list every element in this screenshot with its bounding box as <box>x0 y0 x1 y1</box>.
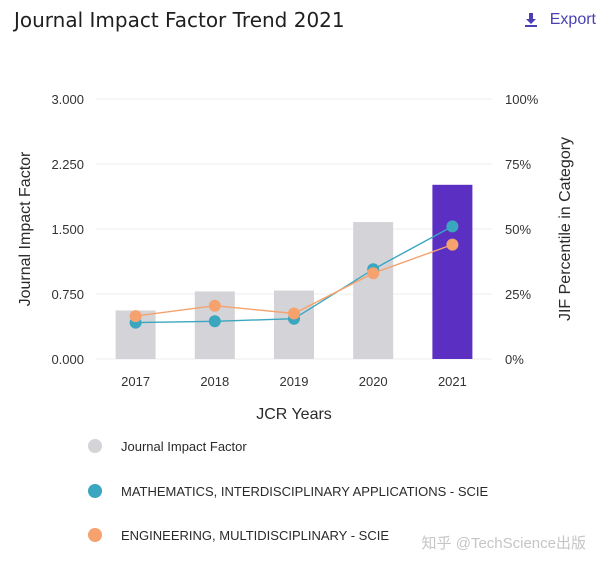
y-tick-label-right: 50% <box>505 222 531 237</box>
export-label: Export <box>549 11 596 28</box>
y-axis-title-right: JIF Percentile in Category <box>557 137 574 321</box>
y-axis-title-left: Journal Impact Factor <box>17 151 34 306</box>
math-series-point <box>208 315 221 328</box>
download-icon <box>524 13 537 27</box>
eng-series-point <box>129 310 142 323</box>
legend-swatch-jif <box>88 439 102 453</box>
y-tick-label-right: 100% <box>505 92 539 107</box>
legend-swatch-math <box>88 484 102 498</box>
eng-series-point <box>208 299 221 312</box>
jif-bar-current <box>432 184 473 359</box>
watermark: 知乎 @TechScience出版 <box>421 535 586 552</box>
chart-title: Journal Impact Factor Trend 2021 <box>14 8 345 32</box>
x-tick-label: 2017 <box>121 374 150 389</box>
y-tick-label-left: 0.000 <box>51 352 84 367</box>
chart-canvas: 0.000 0.750 1.500 2.250 3.000 0% 25% 50% 75% 100%… <box>17 92 574 423</box>
legend-swatch-eng <box>88 528 102 542</box>
export-button[interactable]: Export <box>524 9 596 31</box>
x-axis-title: JCR Years <box>256 406 332 423</box>
y-tick-label-left: 3.000 <box>51 92 84 107</box>
math-series-point <box>446 220 459 233</box>
chart-header: Journal Impact Factor Trend 2021 Export <box>0 0 600 44</box>
y-tick-label-left: 2.250 <box>51 157 84 172</box>
jif-bar <box>353 222 394 359</box>
legend-item-eng[interactable]: ENGINEERING, MULTIDISCIPLINARY - SCIE <box>88 524 389 546</box>
legend-label-math: MATHEMATICS, INTERDISCIPLINARY APPLICATI… <box>121 483 489 499</box>
eng-series-point <box>288 307 300 320</box>
x-tick-label: 2018 <box>200 374 229 389</box>
y-tick-label-right: 75% <box>505 157 531 172</box>
legend-item-math[interactable]: MATHEMATICS, INTERDISCIPLINARY APPLICATI… <box>88 480 488 502</box>
y-tick-label-right: 0% <box>505 352 524 367</box>
y-tick-label-right: 25% <box>505 287 531 302</box>
x-tick-label: 2019 <box>280 374 309 389</box>
x-tick-label: 2020 <box>359 374 388 389</box>
jif-trend-chart: 0.000 0.750 1.500 2.250 3.000 0% 25% 50% 75% 100%… <box>0 44 600 434</box>
legend-label-eng: ENGINEERING, MULTIDISCIPLINARY - SCIE <box>121 527 389 543</box>
jif-bar <box>274 290 314 359</box>
legend-item-jif[interactable]: Journal Impact Factor <box>88 435 247 457</box>
y-tick-label-left: 0.750 <box>51 287 84 302</box>
y-tick-label-left: 1.500 <box>51 222 84 237</box>
chart-legend: Journal Impact Factor MATHEMATICS, INTER… <box>0 430 600 563</box>
x-tick-label: 2021 <box>438 374 467 389</box>
legend-label-jif: Journal Impact Factor <box>121 438 247 454</box>
eng-series-point <box>446 238 459 251</box>
eng-series-point <box>367 267 380 280</box>
